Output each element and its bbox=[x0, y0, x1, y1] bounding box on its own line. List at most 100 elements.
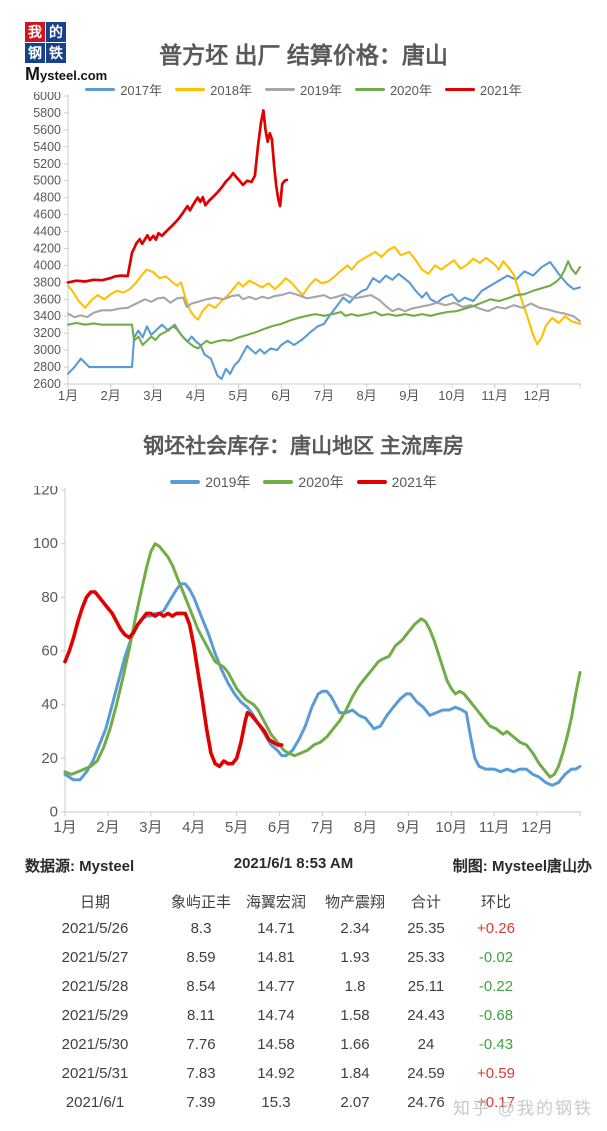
series-line-2017年 bbox=[66, 260, 582, 380]
y-tick-label: 5600 bbox=[33, 123, 61, 137]
legend-label: 2019年 bbox=[300, 83, 342, 98]
table-cell: 24.59 bbox=[407, 1065, 445, 1082]
y-tick-label: 5800 bbox=[33, 106, 61, 120]
meta-row: 数据源: Mysteel 2021/6/1 8:53 AM 制图: Mystee… bbox=[25, 855, 592, 876]
data-source-label: 数据源: Mysteel bbox=[25, 858, 135, 875]
inventory-table: 日期 象屿正丰 海翼宏润 物产震翔 合计 环比 2021/5/26 8.3 14.71 2.34… bbox=[25, 888, 535, 1117]
legend-item-2019年: 2019年 bbox=[170, 472, 250, 492]
table-cell: 2021/5/31 bbox=[61, 1065, 129, 1082]
table-cell-change: +0.17 bbox=[477, 1094, 515, 1111]
y-tick-label: 3200 bbox=[33, 326, 61, 340]
timestamp-label: 2021/6/1 8:53 AM bbox=[233, 855, 354, 872]
table-row: 2021/5/27 8.59 14.81 1.93 25.33 -0.02 bbox=[25, 943, 535, 972]
price-chart-title: 普方坯 出厂 结算价格：唐山 bbox=[159, 42, 448, 68]
table-cell: 1.58 bbox=[340, 1007, 370, 1024]
table-cell: 25.35 bbox=[407, 920, 445, 937]
logo-char: 钢 bbox=[25, 43, 45, 63]
table-cell: 2021/6/1 bbox=[65, 1094, 125, 1111]
legend-line-swatch bbox=[263, 480, 294, 484]
table-header-cell: 日期 bbox=[79, 893, 110, 911]
price-chart-legend: 2017年 2018年 2019年 2020年 2021年 bbox=[0, 80, 607, 99]
x-tick-label: 10月 bbox=[435, 819, 467, 836]
table-cell: 2021/5/30 bbox=[61, 1036, 129, 1053]
table-cell: 25.11 bbox=[407, 978, 445, 995]
y-tick-label: 4600 bbox=[33, 208, 61, 222]
logo-char: 铁 bbox=[46, 43, 66, 63]
table-cell: 1.93 bbox=[340, 949, 370, 966]
legend-line-swatch bbox=[170, 480, 201, 484]
x-tick-label: 1月 bbox=[53, 819, 76, 836]
legend-item-2017年: 2017年 bbox=[85, 80, 162, 99]
table-cell-change: +0.59 bbox=[477, 1065, 515, 1082]
logo-grid: 我 的 钢 铁 bbox=[25, 22, 107, 63]
table-cell-change: +0.26 bbox=[477, 920, 515, 937]
table-cell-change: -0.43 bbox=[478, 1036, 514, 1053]
series-line-2019年 bbox=[66, 291, 582, 323]
table-cell: 2.07 bbox=[340, 1094, 370, 1111]
x-tick-label: 12月 bbox=[524, 388, 551, 403]
legend-line-swatch bbox=[354, 87, 385, 92]
table-cell: 2021/5/28 bbox=[61, 978, 129, 995]
mysteel-logo: 我 的 钢 铁 Mysteel.com bbox=[25, 22, 107, 85]
y-tick-label: 3800 bbox=[33, 275, 61, 289]
x-tick-label: 7月 bbox=[311, 819, 334, 836]
table-cell: 2.34 bbox=[340, 920, 370, 937]
table-cell: 8.54 bbox=[186, 978, 216, 995]
x-tick-label: 6月 bbox=[271, 388, 291, 403]
table-cell: 14.58 bbox=[257, 1036, 295, 1053]
table-cell: 25.33 bbox=[407, 949, 445, 966]
x-tick-label: 5月 bbox=[229, 388, 249, 403]
legend-item-2018年: 2018年 bbox=[175, 80, 252, 99]
legend-label: 2017年 bbox=[120, 83, 163, 98]
x-tick-label: 5月 bbox=[225, 819, 248, 836]
table-cell: 1.84 bbox=[340, 1065, 370, 1082]
series-line-2021年 bbox=[63, 590, 284, 769]
x-tick-label: 3月 bbox=[143, 388, 163, 403]
legend-label: 2021年 bbox=[479, 83, 522, 98]
y-tick-label: 3600 bbox=[33, 292, 61, 306]
y-tick-label: 0 bbox=[50, 804, 58, 821]
x-tick-label: 4月 bbox=[186, 388, 206, 403]
inventory-chart-title: 钢坯社会库存：唐山地区 主流库房 bbox=[143, 435, 464, 458]
y-tick-label: 5200 bbox=[33, 157, 61, 171]
table-header-cell: 海翼宏润 bbox=[245, 893, 306, 911]
y-tick-label: 4200 bbox=[33, 241, 61, 255]
x-tick-label: 8月 bbox=[354, 819, 377, 836]
legend-label: 2021年 bbox=[391, 474, 437, 490]
inventory-line-chart: 120 100 80 60 40 20 01月 2月 3月 4月 5月 6月 7月 8月 9月 10月 11月 1… bbox=[33, 486, 582, 836]
x-tick-label: 10月 bbox=[438, 388, 465, 403]
y-tick-label: 40 bbox=[41, 696, 58, 713]
legend-line-swatch bbox=[265, 87, 296, 92]
legend-line-swatch bbox=[444, 87, 475, 92]
y-tick-label: 120 bbox=[33, 486, 58, 499]
table-cell: 7.39 bbox=[186, 1094, 216, 1111]
x-tick-label: 9月 bbox=[399, 388, 419, 403]
table-row: 2021/5/31 7.83 14.92 1.84 24.59 +0.59 bbox=[25, 1059, 535, 1088]
table-header-row: 日期 象屿正丰 海翼宏润 物产震翔 合计 环比 bbox=[25, 888, 535, 914]
series-line-2019年 bbox=[63, 582, 582, 787]
table-cell-change: -0.02 bbox=[478, 949, 514, 966]
table-header-cell: 合计 bbox=[410, 893, 441, 911]
table-cell: 2021/5/27 bbox=[61, 949, 129, 966]
y-tick-label: 2600 bbox=[33, 377, 61, 391]
table-cell: 1.66 bbox=[340, 1036, 370, 1053]
series-line-2021年 bbox=[66, 109, 289, 284]
legend-line-swatch bbox=[85, 87, 116, 92]
table-cell: 14.92 bbox=[257, 1065, 295, 1082]
table-cell: 24.43 bbox=[407, 1007, 445, 1024]
legend-line-swatch bbox=[175, 87, 206, 92]
table-cell-change: -0.68 bbox=[478, 1007, 514, 1024]
table-row: 2021/5/26 8.3 14.71 2.34 25.35 +0.26 bbox=[25, 914, 535, 943]
table-cell: 2021/5/26 bbox=[61, 920, 129, 937]
x-tick-label: 9月 bbox=[397, 819, 420, 836]
table-cell: 1.8 bbox=[344, 978, 366, 995]
x-tick-label: 1月 bbox=[58, 388, 78, 403]
table-cell: 14.81 bbox=[257, 949, 295, 966]
y-tick-label: 4000 bbox=[33, 258, 61, 272]
x-tick-label: 7月 bbox=[314, 388, 334, 403]
legend-item-2021年: 2021年 bbox=[356, 472, 437, 492]
x-tick-label: 2月 bbox=[101, 388, 121, 403]
x-tick-label: 4月 bbox=[182, 819, 205, 836]
y-tick-label: 4800 bbox=[33, 191, 61, 205]
